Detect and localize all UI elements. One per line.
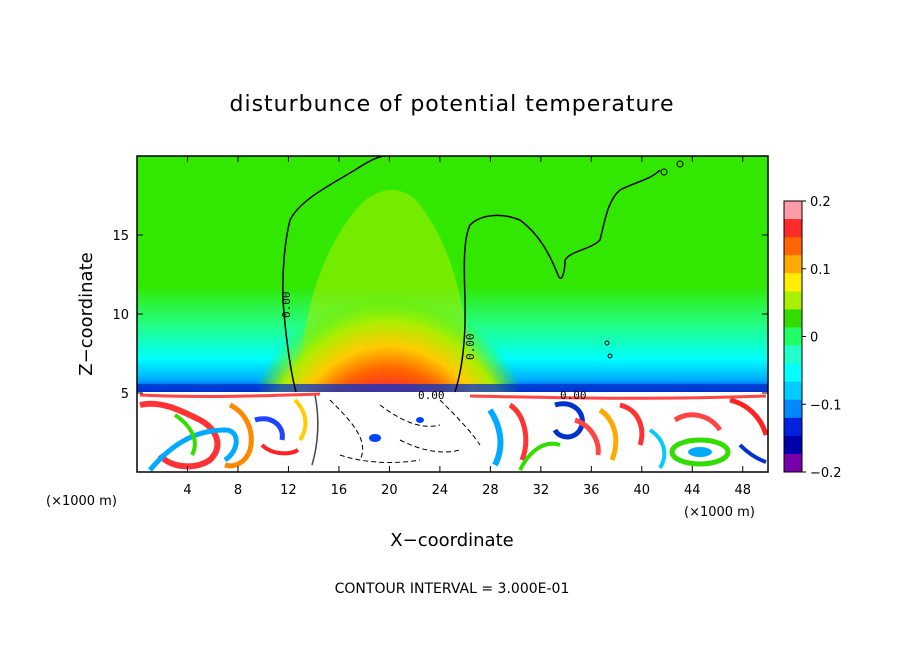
colorbar-swatch [784, 381, 802, 401]
y-tick-label: 15 [112, 229, 129, 244]
chart-title: disturbunce of potential temperature [230, 92, 675, 117]
x-unit-label-right: (×1000 m) [684, 505, 755, 520]
x-tick-label: 48 [734, 483, 751, 498]
colorbar-swatch [784, 453, 802, 473]
colorbar-swatch [784, 399, 802, 419]
colorbar-swatch [784, 435, 802, 455]
x-tick-label: 8 [234, 483, 242, 498]
y-tick-label: 5 [121, 387, 129, 402]
y-axis-label: Z−coordinate [76, 252, 97, 375]
zero-contours [282, 156, 684, 393]
contour-label-interface-1: 0.00 [418, 389, 445, 402]
x-tick-label: 28 [482, 483, 499, 498]
interface-band [137, 384, 768, 392]
colorbar-swatch [784, 327, 802, 347]
x-tick-label: 16 [331, 483, 348, 498]
colorbar [784, 201, 802, 473]
x-tick-label: 20 [381, 483, 398, 498]
colorbar-tick-label: −0.1 [810, 398, 842, 413]
x-tick-label: 36 [583, 483, 600, 498]
colorbar-swatch [784, 345, 802, 365]
colorbar-swatch [784, 273, 802, 292]
colorbar-swatch [784, 219, 802, 238]
x-tick-label: 40 [634, 483, 651, 498]
colorbar-tick-label: −0.2 [810, 466, 842, 481]
colorbar-tick-label: 0.2 [810, 195, 831, 210]
plot-area [137, 156, 768, 472]
colorbar-swatch [784, 201, 802, 220]
x-tick-label: 32 [533, 483, 550, 498]
colorbar-tick-label: 0.1 [810, 263, 831, 278]
colorbar-ticks: 0.2 0.1 0 −0.1 −0.2 [802, 195, 842, 481]
x-unit-label-left: (×1000 m) [46, 494, 117, 509]
contour-label-interface-2: 0.00 [560, 389, 587, 402]
y-axis-ticks: 5 10 15 [112, 229, 768, 402]
y-tick-label: 10 [112, 308, 129, 323]
contour-label-left: 0.00 [280, 292, 293, 319]
x-tick-label: 4 [183, 483, 191, 498]
x-tick-label: 24 [432, 483, 449, 498]
contour-interval-note: CONTOUR INTERVAL = 3.000E-01 [335, 581, 570, 597]
colorbar-tick-label: 0 [810, 331, 818, 346]
colorbar-swatch [784, 309, 802, 328]
contour-label-center: 0.00 [464, 334, 477, 361]
x-axis-ticks: 4 8 12 16 20 24 28 32 36 40 44 48 [183, 156, 751, 498]
x-tick-label: 12 [280, 483, 297, 498]
colorbar-swatch [784, 363, 802, 383]
x-tick-label: 44 [684, 483, 701, 498]
colorbar-swatch [784, 237, 802, 256]
lower-turbulence [139, 392, 768, 472]
colorbar-swatch [784, 417, 802, 437]
x-axis-label: X−coordinate [390, 530, 513, 551]
colorbar-swatch [784, 291, 802, 310]
colorbar-swatch [784, 255, 802, 274]
